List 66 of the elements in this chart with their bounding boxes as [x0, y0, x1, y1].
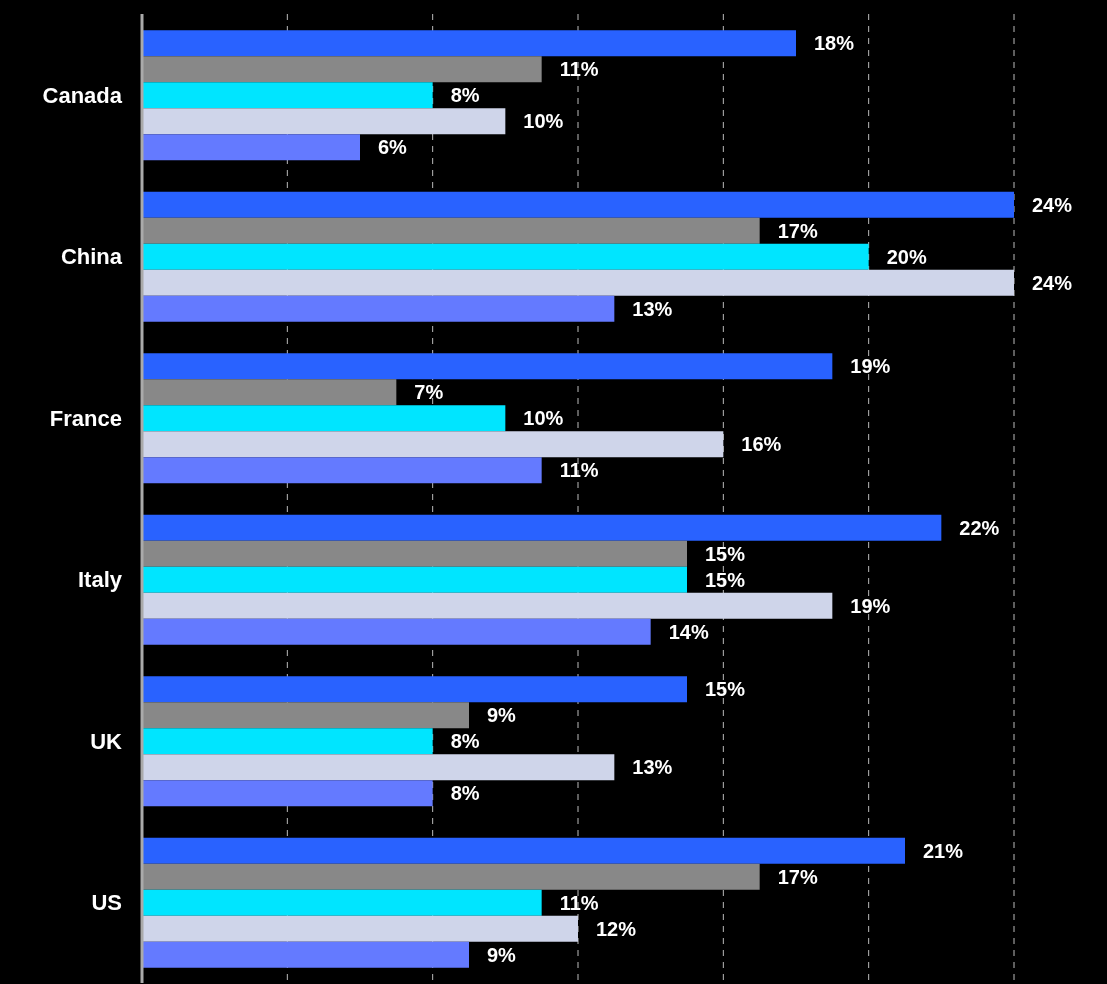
bar [142, 269, 1014, 296]
data-label: 7% [414, 381, 444, 404]
bar [142, 676, 687, 703]
data-label: 14% [668, 620, 709, 643]
bar [142, 863, 760, 890]
bar [142, 134, 360, 161]
bar [142, 243, 869, 270]
data-label: 17% [777, 865, 818, 888]
bar [142, 540, 687, 567]
data-label: 24% [1032, 193, 1073, 216]
y-tick-label: Italy [77, 567, 123, 593]
bar [142, 82, 433, 109]
data-label: 15% [705, 542, 746, 565]
data-label: 12% [596, 917, 637, 940]
bar [142, 592, 833, 619]
y-tick-label: US [91, 890, 122, 916]
data-label: 10% [523, 407, 564, 430]
bar [142, 30, 796, 57]
data-label: 8% [450, 730, 480, 753]
data-label: 10% [523, 110, 564, 133]
bar [142, 379, 397, 406]
data-label: 8% [450, 84, 480, 107]
bar [142, 837, 905, 864]
data-label: 16% [741, 433, 782, 456]
bar [142, 295, 615, 322]
data-label: 19% [850, 355, 891, 378]
bar [142, 889, 542, 916]
data-label: 11% [559, 58, 599, 81]
bar [142, 941, 469, 968]
data-label: 22% [959, 516, 1000, 539]
bar [142, 514, 942, 541]
bar [142, 431, 724, 458]
bar [142, 728, 433, 755]
data-label: 15% [705, 568, 746, 591]
data-label: 15% [705, 678, 746, 701]
data-label: 13% [632, 756, 673, 779]
bar [142, 915, 578, 942]
data-label: 24% [1032, 271, 1073, 294]
data-label: 6% [378, 136, 408, 159]
bar [142, 56, 542, 83]
data-label: 18% [814, 32, 855, 55]
data-label: 21% [923, 839, 964, 862]
data-label: 20% [886, 245, 927, 268]
bar [142, 457, 542, 484]
bar [142, 780, 433, 807]
bar [142, 566, 687, 593]
y-tick-label: China [60, 244, 123, 270]
data-label: 9% [487, 704, 517, 727]
data-label: 19% [850, 594, 891, 617]
data-label: 11% [559, 891, 599, 914]
y-tick-label: UK [90, 728, 123, 754]
data-label: 8% [450, 782, 480, 805]
data-label: 9% [487, 943, 517, 966]
bar [142, 702, 469, 729]
data-label: 17% [777, 219, 818, 242]
data-label: 13% [632, 297, 673, 320]
bar [142, 405, 506, 432]
bar [142, 353, 833, 380]
bar [142, 217, 760, 244]
data-label: 11% [559, 459, 599, 482]
y-tick-label: France [49, 405, 122, 431]
bar [142, 618, 651, 645]
y-tick-label: Canada [42, 82, 123, 108]
bar [142, 108, 506, 135]
bar [142, 754, 615, 781]
bar [142, 191, 1014, 218]
